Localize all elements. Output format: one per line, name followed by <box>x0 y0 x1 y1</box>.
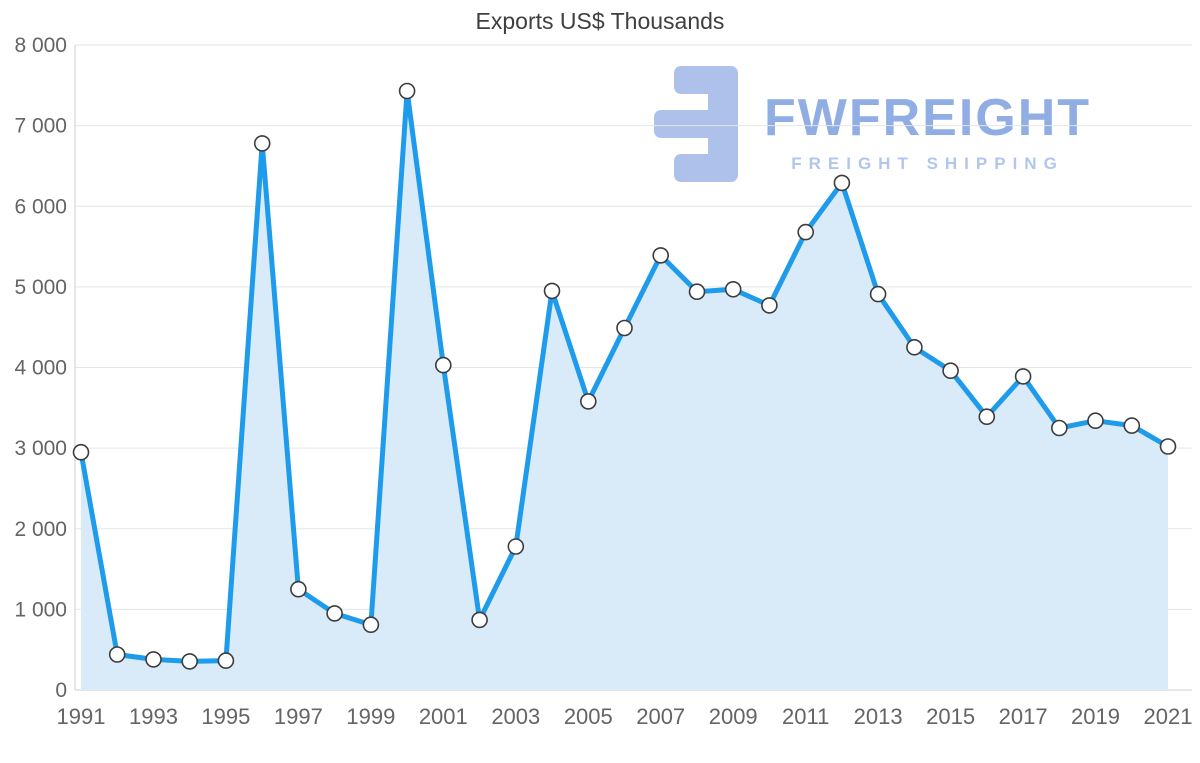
x-axis-label: 2017 <box>999 704 1048 729</box>
x-axis-label: 1993 <box>129 704 178 729</box>
data-point-marker[interactable] <box>362 616 380 634</box>
y-axis-label: 2 000 <box>14 518 67 541</box>
x-axis-label: 2007 <box>636 704 685 729</box>
watermark-text-block: FWFREIGHT FREIGHT SHIPPING <box>764 64 1091 174</box>
data-point-marker[interactable] <box>543 282 561 300</box>
data-point-marker[interactable] <box>688 283 706 301</box>
data-point-marker[interactable] <box>398 82 416 100</box>
chart-title: Exports US$ Thousands <box>475 8 725 34</box>
y-axis-label: 1 000 <box>14 598 67 621</box>
x-axis-label: 2015 <box>926 704 975 729</box>
y-axis-label: 6 000 <box>14 195 67 218</box>
x-axis-label: 2003 <box>491 704 540 729</box>
data-point-marker[interactable] <box>1159 438 1177 455</box>
x-axis-label: 2001 <box>419 704 468 729</box>
x-axis-label: 1999 <box>346 704 395 729</box>
data-point-marker[interactable] <box>616 319 633 337</box>
data-point-marker[interactable] <box>507 538 525 555</box>
data-point-marker[interactable] <box>326 605 343 622</box>
data-point-marker[interactable] <box>906 338 923 356</box>
data-point-marker[interactable] <box>1014 368 1032 385</box>
y-axis-label: 4 000 <box>14 357 67 380</box>
y-axis-label: 7 000 <box>14 115 67 138</box>
data-point-marker[interactable] <box>1123 417 1141 434</box>
data-point-marker[interactable] <box>942 362 959 380</box>
data-point-marker[interactable] <box>471 611 488 629</box>
data-point-marker[interactable] <box>72 443 90 461</box>
y-axis-label: 3 000 <box>14 437 67 460</box>
data-point-marker[interactable] <box>761 297 778 314</box>
data-point-marker[interactable] <box>434 356 452 374</box>
data-point-marker[interactable] <box>108 646 126 663</box>
x-axis-label: 2011 <box>782 704 829 729</box>
x-axis-label: 1995 <box>201 704 250 729</box>
x-axis-label: 2009 <box>709 704 758 729</box>
data-point-marker[interactable] <box>833 174 851 192</box>
y-axis-label: 8 000 <box>14 34 67 57</box>
fwfreight-logo-icon <box>654 66 738 182</box>
data-point-marker[interactable] <box>1051 419 1068 437</box>
x-axis-label: 2021 <box>1144 704 1193 729</box>
data-point-marker[interactable] <box>797 223 815 241</box>
y-axis-label: 5 000 <box>14 276 67 299</box>
data-point-marker[interactable] <box>579 393 597 410</box>
x-axis-label: 2013 <box>854 704 903 729</box>
data-point-marker[interactable] <box>1087 412 1104 430</box>
x-axis-label: 1991 <box>57 704 106 729</box>
data-point-marker[interactable] <box>217 652 235 669</box>
data-point-marker[interactable] <box>290 580 307 598</box>
brand-watermark: FWFREIGHT FREIGHT SHIPPING <box>648 64 1091 184</box>
data-point-marker[interactable] <box>978 408 996 426</box>
y-axis-label: 0 <box>55 679 67 702</box>
watermark-tagline-text: FREIGHT SHIPPING <box>791 154 1064 173</box>
x-axis-label: 2019 <box>1071 704 1120 729</box>
data-point-marker[interactable] <box>652 247 670 264</box>
x-axis-label: 2005 <box>564 704 613 729</box>
x-axis-label: 1997 <box>274 704 323 729</box>
watermark-brand-text: FWFREIGHT <box>764 89 1092 147</box>
data-point-marker[interactable] <box>869 285 887 303</box>
area-fill <box>81 91 1168 690</box>
data-point-marker[interactable] <box>145 651 162 668</box>
data-point-marker[interactable] <box>724 280 742 298</box>
data-point-marker[interactable] <box>253 135 271 152</box>
data-point-marker[interactable] <box>181 653 198 670</box>
